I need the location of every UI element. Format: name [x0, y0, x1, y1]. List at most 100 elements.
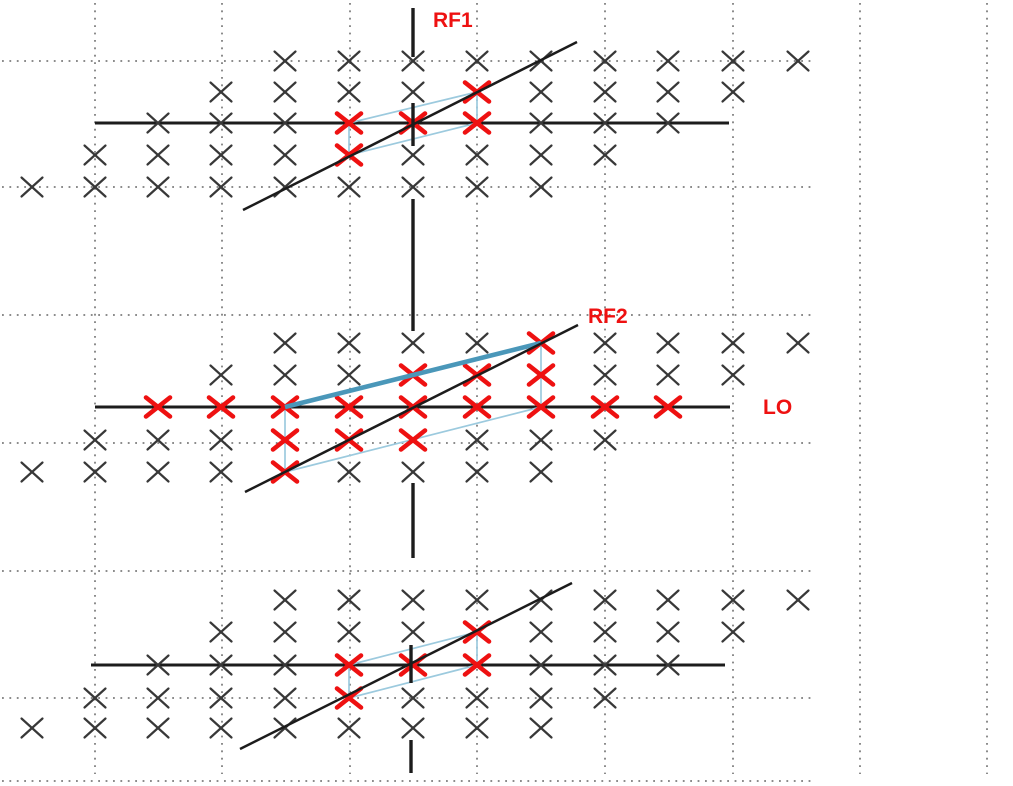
- x-marker: [786, 332, 810, 354]
- x-marker: [465, 429, 489, 451]
- x-marker: [337, 364, 361, 386]
- red-x-marker: [653, 395, 683, 419]
- x-marker: [656, 589, 680, 611]
- x-marker: [401, 621, 425, 643]
- x-marker: [465, 589, 489, 611]
- x-marker: [721, 50, 745, 72]
- red-x-marker: [526, 363, 556, 387]
- red-x-marker: [590, 395, 620, 419]
- x-marker: [83, 717, 107, 739]
- x-marker: [593, 144, 617, 166]
- x-marker: [273, 589, 297, 611]
- x-marker: [209, 176, 233, 198]
- x-marker: [20, 176, 44, 198]
- x-marker: [529, 687, 553, 709]
- x-marker: [529, 176, 553, 198]
- red-x-marker: [270, 428, 300, 452]
- x-marker: [721, 81, 745, 103]
- x-marker: [83, 144, 107, 166]
- x-marker: [593, 654, 617, 676]
- red-x-marker: [334, 653, 364, 677]
- x-marker: [146, 144, 170, 166]
- x-marker: [593, 112, 617, 134]
- x-marker: [209, 687, 233, 709]
- x-marker: [656, 364, 680, 386]
- x-marker: [529, 81, 553, 103]
- x-marker: [209, 717, 233, 739]
- x-marker: [721, 621, 745, 643]
- x-marker: [656, 50, 680, 72]
- x-marker: [401, 687, 425, 709]
- x-marker: [465, 144, 489, 166]
- panel-bottom-blue-parallelogram-edge: [348, 631, 478, 666]
- x-marker: [209, 654, 233, 676]
- x-marker: [337, 176, 361, 198]
- x-marker: [146, 429, 170, 451]
- x-marker: [786, 50, 810, 72]
- x-marker: [529, 429, 553, 451]
- red-x-marker: [206, 395, 236, 419]
- x-marker: [465, 461, 489, 483]
- x-marker: [209, 112, 233, 134]
- x-marker: [209, 144, 233, 166]
- x-marker: [337, 461, 361, 483]
- lo-label: LO: [763, 396, 793, 419]
- x-marker: [529, 461, 553, 483]
- red-x-marker: [334, 111, 364, 135]
- x-marker: [146, 461, 170, 483]
- x-marker: [273, 717, 297, 739]
- x-marker: [273, 364, 297, 386]
- x-marker: [20, 461, 44, 483]
- x-marker: [529, 654, 553, 676]
- red-x-marker: [398, 428, 428, 452]
- x-marker: [529, 144, 553, 166]
- x-marker: [83, 687, 107, 709]
- x-marker: [593, 81, 617, 103]
- x-marker: [465, 717, 489, 739]
- x-marker: [337, 332, 361, 354]
- x-marker: [273, 112, 297, 134]
- x-marker: [656, 332, 680, 354]
- x-marker: [786, 589, 810, 611]
- x-marker: [273, 687, 297, 709]
- x-marker: [273, 50, 297, 72]
- red-x-marker: [462, 111, 492, 135]
- x-marker: [20, 717, 44, 739]
- x-marker: [337, 717, 361, 739]
- red-x-marker: [526, 395, 556, 419]
- x-marker: [465, 50, 489, 72]
- x-marker: [273, 81, 297, 103]
- x-marker: [337, 81, 361, 103]
- x-marker: [209, 429, 233, 451]
- x-marker: [401, 50, 425, 72]
- x-marker: [529, 112, 553, 134]
- x-marker: [146, 112, 170, 134]
- x-marker: [273, 332, 297, 354]
- x-marker: [593, 687, 617, 709]
- x-marker: [273, 144, 297, 166]
- red-x-marker: [334, 395, 364, 419]
- x-marker: [656, 112, 680, 134]
- x-marker: [273, 621, 297, 643]
- x-marker: [656, 81, 680, 103]
- x-marker: [401, 176, 425, 198]
- x-marker: [337, 621, 361, 643]
- panel-rf2-lo-diagonal-line: [244, 323, 579, 494]
- x-marker: [337, 50, 361, 72]
- x-marker: [146, 717, 170, 739]
- x-marker: [529, 621, 553, 643]
- rf2-label: RF2: [588, 305, 628, 328]
- x-marker: [401, 461, 425, 483]
- panel-bottom-blue-parallelogram-edge: [348, 664, 478, 699]
- x-marker: [209, 364, 233, 386]
- x-marker: [465, 687, 489, 709]
- x-marker: [401, 81, 425, 103]
- x-marker: [721, 589, 745, 611]
- red-x-marker: [462, 653, 492, 677]
- x-marker: [146, 176, 170, 198]
- x-marker: [721, 364, 745, 386]
- x-marker: [593, 621, 617, 643]
- red-x-marker: [462, 395, 492, 419]
- x-marker: [593, 332, 617, 354]
